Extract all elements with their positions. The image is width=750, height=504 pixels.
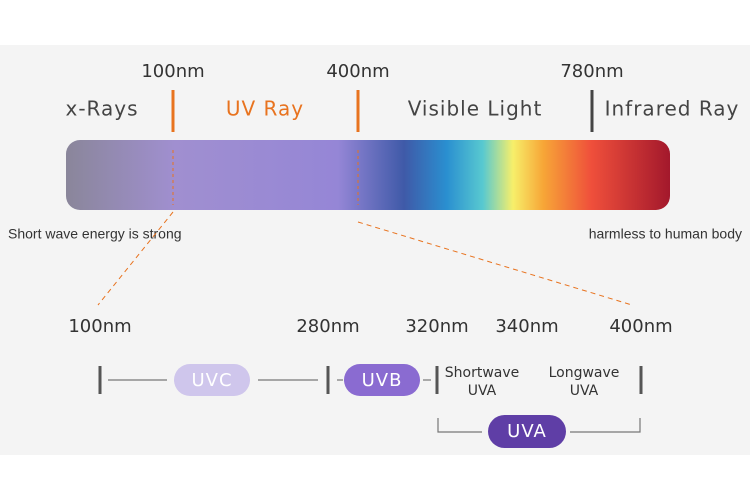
- band-label: Shortwave: [445, 365, 520, 381]
- uva-pill: [488, 415, 566, 448]
- zoom-line: [357, 221, 633, 306]
- connectors: [108, 379, 641, 433]
- region-label: UV Ray: [226, 97, 304, 121]
- uv-tick: 320nm: [405, 316, 468, 337]
- uv-tick: 280nm: [296, 316, 359, 337]
- uvc-pill: [174, 364, 250, 396]
- region-label: x-Rays: [65, 97, 138, 121]
- scale-tick: 780nm: [560, 61, 623, 82]
- region-label: Infrared Ray: [605, 97, 740, 121]
- uvb-pill: [344, 364, 420, 396]
- uv-tick: 340nm: [495, 316, 558, 337]
- uv-tick: 400nm: [609, 316, 672, 337]
- group-label: UVA: [507, 421, 547, 442]
- scale-tick: 400nm: [326, 61, 389, 82]
- band-label: Longwave: [549, 365, 620, 381]
- region-label: Visible Light: [408, 97, 543, 121]
- uv-tick: 100nm: [68, 316, 131, 337]
- band-sub: UVA: [570, 383, 599, 399]
- band-label: UVC: [191, 370, 232, 391]
- ticks: [98, 366, 643, 394]
- zoom-line: [97, 211, 174, 306]
- spectrum-bar: [66, 140, 670, 210]
- band-label: UVB: [362, 370, 403, 391]
- band-sub: UVA: [468, 383, 497, 399]
- scale-tick: 100nm: [141, 61, 204, 82]
- caption: Short wave energy is strong: [8, 226, 182, 242]
- caption: harmless to human body: [589, 226, 742, 242]
